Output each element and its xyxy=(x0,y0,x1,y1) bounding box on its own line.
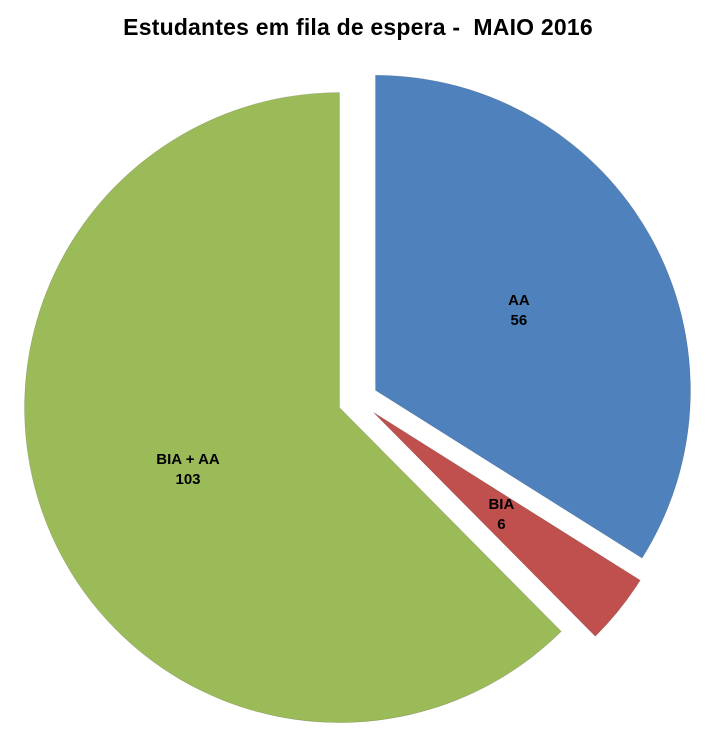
slice-label-aa: AA 56 xyxy=(508,292,530,329)
chart-title: Estudantes em fila de espera - MAIO 2016 xyxy=(123,14,593,40)
slice-label-bia-aa: BIA + AA 103 xyxy=(156,451,220,488)
pie-slice-bia xyxy=(373,412,641,637)
pie-slice-bia-aa xyxy=(24,92,562,723)
slice-label-bia: BIA 6 xyxy=(488,496,514,533)
pie-slice-aa xyxy=(375,74,691,559)
